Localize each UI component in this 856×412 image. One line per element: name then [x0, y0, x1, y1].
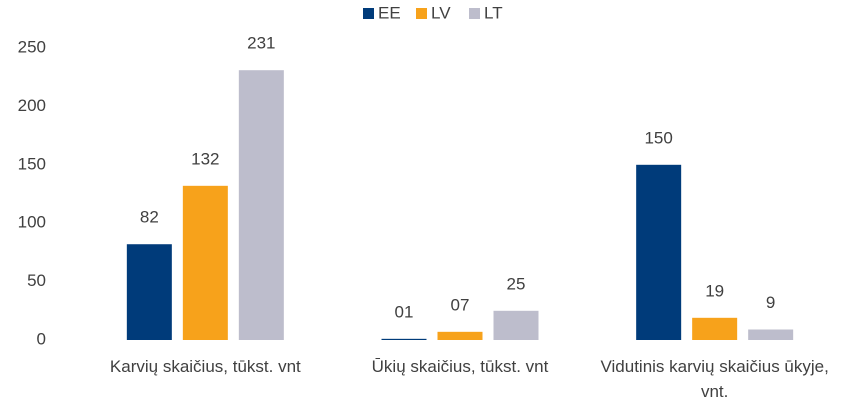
legend-swatch: [416, 8, 427, 19]
y-tick-label: 50: [27, 271, 46, 290]
value-label: 231: [247, 34, 275, 53]
bar: [182, 185, 228, 340]
bar: [437, 331, 483, 340]
x-tick-label: Vidutinis karvių skaičius ūkyje, vnt.: [600, 357, 829, 401]
legend-swatch: [363, 8, 374, 19]
value-label: 132: [191, 149, 219, 168]
x-tick-label: Ūkių skaičius, tūkst. vnt: [371, 357, 549, 376]
bar: [126, 244, 172, 340]
bar: [238, 70, 284, 340]
legend-swatch: [469, 8, 480, 19]
bar: [381, 338, 427, 340]
legend-label: EE: [378, 3, 401, 22]
y-tick-label: 100: [18, 213, 46, 232]
y-tick-label: 250: [18, 37, 46, 56]
legend-label: LT: [484, 3, 503, 22]
value-label: 07: [451, 295, 470, 314]
value-label: 01: [395, 302, 414, 321]
bar: [748, 329, 794, 340]
bar: [692, 317, 738, 340]
y-tick-label: 200: [18, 96, 46, 115]
y-tick-label: 0: [37, 329, 46, 348]
value-label: 25: [507, 274, 526, 293]
value-label: 82: [140, 208, 159, 227]
y-tick-label: 150: [18, 154, 46, 173]
bar: [493, 310, 539, 340]
bar: [636, 164, 682, 340]
value-label: 9: [766, 293, 775, 312]
x-tick-label: Karvių skaičius, tūkst. vnt: [109, 357, 301, 376]
legend-label: LV: [431, 3, 451, 22]
value-label: 19: [705, 281, 724, 300]
value-label: 150: [644, 128, 672, 147]
